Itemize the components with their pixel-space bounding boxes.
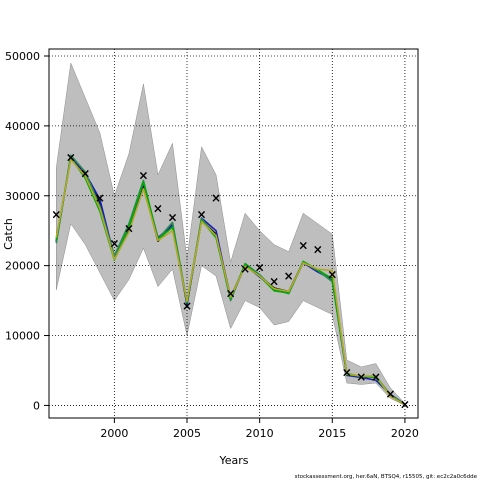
series-lines — [55, 154, 406, 406]
confidence-band-area — [56, 62, 406, 406]
plot-frame — [48, 48, 419, 419]
observed-point: × — [313, 243, 323, 257]
x-axis-title: Years — [218, 454, 248, 467]
confidence-band — [56, 62, 406, 406]
y-tick-label: 10000 — [5, 330, 40, 343]
y-tick-label: 50000 — [5, 50, 40, 63]
x-tick-label: 2020 — [391, 427, 419, 440]
observed-point: × — [51, 208, 61, 222]
observed-point: × — [356, 370, 366, 384]
y-tick-label: 0 — [33, 399, 40, 412]
observed-point: × — [269, 275, 279, 289]
observed-point: × — [66, 150, 76, 164]
observed-point: × — [371, 370, 381, 384]
observed-point: × — [109, 236, 119, 250]
x-tick-label: 2005 — [173, 427, 201, 440]
observed-point: × — [327, 268, 337, 282]
y-axis: 0 10000 20000 30000 40000 50000 — [5, 50, 49, 412]
observed-point: × — [284, 269, 294, 283]
observed-point: × — [400, 398, 410, 412]
observed-point: × — [211, 191, 221, 205]
x-tick-label: 2000 — [100, 427, 128, 440]
x-axis: 2000 2005 2010 2015 2020 — [100, 418, 419, 440]
observed-point: × — [385, 387, 395, 401]
observed-point: × — [298, 238, 308, 252]
observed-point: × — [138, 168, 148, 182]
observed-point: × — [342, 366, 352, 380]
observed-point: × — [124, 222, 134, 236]
observed-point: × — [167, 210, 177, 224]
observed-point: × — [80, 166, 90, 180]
y-axis-title: Catch — [2, 218, 15, 250]
observed-point: × — [226, 287, 236, 301]
x-tick-label: 2010 — [246, 427, 274, 440]
observed-point: × — [95, 191, 105, 205]
observed-points: × × × × × × × × × × × × × × × × × × × × × × × × × — [51, 150, 410, 411]
series-line-5 — [55, 158, 406, 406]
observed-point: × — [240, 262, 250, 276]
y-tick-label: 30000 — [5, 190, 40, 203]
footer-note: stockassessment.org, her.6aN, BTSQ4, r15… — [295, 474, 478, 480]
observed-point: × — [197, 208, 207, 222]
observed-point: × — [255, 261, 265, 275]
observed-point: × — [153, 201, 163, 215]
observed-point: × — [182, 299, 192, 313]
x-tick-label: 2015 — [318, 427, 346, 440]
y-tick-label: 40000 — [5, 120, 40, 133]
y-tick-label: 20000 — [5, 260, 40, 273]
